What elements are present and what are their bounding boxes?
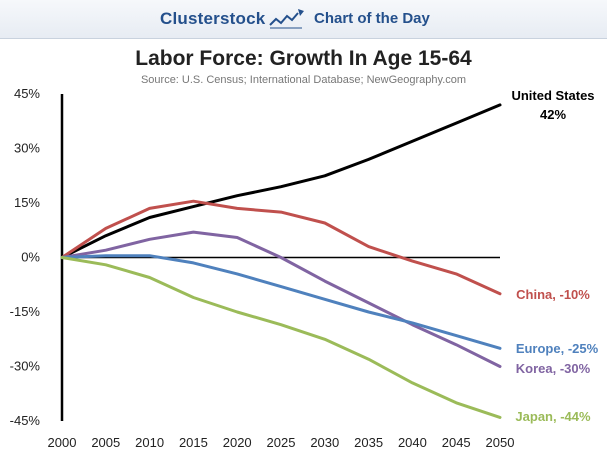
series-line-china bbox=[60, 199, 502, 296]
series-value-united-states: 42% bbox=[540, 107, 566, 122]
series-line-korea bbox=[60, 230, 502, 368]
x-tick-label: 2015 bbox=[179, 435, 208, 450]
y-tick-label: -15% bbox=[10, 304, 41, 319]
x-tick-label: 2045 bbox=[442, 435, 471, 450]
x-tick-label: 2030 bbox=[310, 435, 339, 450]
section-title: Chart of the Day bbox=[314, 10, 430, 27]
x-tick-label: 2035 bbox=[354, 435, 383, 450]
x-tick-label: 2040 bbox=[398, 435, 427, 450]
y-tick-label: -45% bbox=[10, 413, 41, 428]
x-tick-label: 2025 bbox=[267, 435, 296, 450]
x-tick-label: 2000 bbox=[48, 435, 77, 450]
series-line-europe bbox=[60, 254, 502, 350]
y-tick-label: 15% bbox=[14, 195, 40, 210]
series-label-korea: Korea, -30% bbox=[516, 361, 591, 376]
x-tick-label: 2020 bbox=[223, 435, 252, 450]
series-line-united-states bbox=[60, 103, 502, 259]
chart-title: Labor Force: Growth In Age 15-64 bbox=[135, 47, 472, 70]
series-label-china: China, -10% bbox=[516, 287, 590, 302]
rising-chart-icon bbox=[269, 9, 304, 29]
series-line-japan bbox=[60, 256, 502, 419]
y-tick-label: 0% bbox=[21, 250, 40, 265]
y-tick-label: 45% bbox=[14, 86, 40, 101]
x-tick-label: 2010 bbox=[135, 435, 164, 450]
series-label-europe: Europe, -25% bbox=[516, 341, 599, 356]
chart-end-labels: United States 42% China, -10% Korea, -30% Eu… bbox=[511, 88, 598, 424]
series-label-japan: Japan, -44% bbox=[515, 409, 591, 424]
y-tick-label: -30% bbox=[10, 359, 41, 374]
y-tick-label: 30% bbox=[14, 141, 40, 156]
x-tick-label: 2050 bbox=[486, 435, 515, 450]
chart-series bbox=[60, 103, 502, 419]
header-banner: Clusterstock Chart of the Day bbox=[0, 0, 607, 39]
brand-name: Clusterstock bbox=[160, 9, 266, 28]
chart-subtitle: Source: U.S. Census; International Datab… bbox=[140, 74, 467, 86]
x-tick-label: 2005 bbox=[91, 435, 120, 450]
series-label-united-states: United States bbox=[511, 88, 594, 103]
